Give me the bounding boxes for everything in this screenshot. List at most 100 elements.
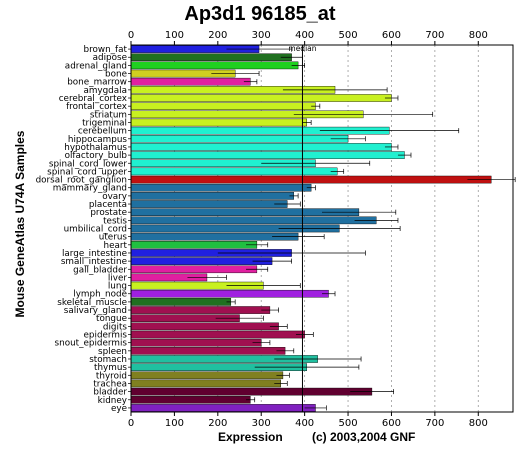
category-label: olfactory_bulb [65, 151, 128, 161]
bar [130, 183, 312, 192]
category-label: trigeminal [82, 118, 127, 128]
bar [130, 77, 251, 86]
bottom-tick-label: 100 [165, 418, 184, 429]
category-label: thyroid [96, 371, 127, 381]
category-label: bladder [93, 388, 127, 398]
category-label: snout_epidermis [55, 339, 128, 349]
bar [130, 289, 329, 298]
chart-title: Ap3d1 96185_at [184, 3, 336, 25]
category-label: bone_marrow [67, 78, 127, 88]
bar [130, 200, 288, 208]
bar [130, 167, 338, 176]
x-axis-label: Expression [218, 430, 283, 444]
top-tick-label: 400 [295, 30, 314, 41]
y-axis-label: Mouse GeneAtlas U74A Samples [13, 130, 27, 318]
bar [130, 395, 251, 404]
bar [130, 143, 392, 151]
bar [130, 330, 305, 339]
category-label: lung [108, 282, 127, 292]
top-tick-label: 100 [165, 30, 184, 41]
category-label: frontal_cortex [66, 102, 127, 112]
bottom-tick-label: 300 [252, 418, 271, 429]
copyright-note: (c) 2003,2004 GNF [312, 430, 416, 444]
bar [130, 241, 258, 249]
category-label: stomach [89, 355, 127, 365]
bar [130, 175, 492, 184]
median-line: median [288, 44, 317, 412]
category-label: brown_fat [84, 45, 128, 55]
category-label: gall_bladder [73, 265, 127, 275]
bar [130, 306, 271, 314]
category-label: bone [105, 70, 127, 80]
category-label: placenta [89, 200, 127, 210]
top-tick-label: 800 [469, 30, 488, 41]
axis-ticks: 0 0 100 100 200 200 300 300 400 400 500 500 600 600 70… [128, 30, 488, 429]
bar [130, 338, 262, 347]
category-label: digits [103, 322, 128, 332]
category-label: small_intestine [61, 257, 127, 267]
category-label: hypothalamus [64, 143, 127, 153]
bar [130, 53, 292, 62]
bar [130, 118, 308, 127]
bar [130, 387, 373, 396]
bar [130, 61, 299, 70]
category-label: uterus [99, 233, 128, 243]
category-label: striatum [90, 110, 127, 120]
bottom-tick-label: 0 [128, 418, 134, 429]
top-tick-label: 0 [128, 30, 134, 41]
category-label: heart [104, 241, 128, 251]
category-label: prostate [90, 208, 127, 218]
category-label: kidney [98, 396, 127, 406]
top-tick-label: 200 [208, 30, 227, 41]
category-label: ovary [102, 192, 127, 202]
category-label: cerebellum [78, 127, 127, 137]
category-label: lymph_node [73, 290, 127, 300]
bar [130, 216, 377, 225]
category-label: skeletal_muscle [57, 298, 127, 308]
bottom-tick-label: 600 [382, 418, 401, 429]
bar [130, 135, 349, 143]
bar [130, 257, 273, 265]
category-label: liver [108, 273, 128, 283]
category-label: spinal_cord_upper [47, 167, 127, 177]
bottom-tick-label: 200 [208, 418, 227, 429]
top-tick-label: 500 [338, 30, 357, 41]
median-label: median [288, 44, 316, 53]
bar [130, 102, 316, 110]
category-label: mammary_gland [53, 184, 127, 194]
bar [130, 379, 281, 388]
bottom-tick-label: 800 [469, 418, 488, 429]
category-label: salivary_gland [64, 306, 127, 316]
bar [130, 347, 286, 355]
category-label: dorsal_root_ganglion [36, 176, 127, 186]
bottom-tick-label: 700 [425, 418, 444, 429]
category-label: amygdala [83, 86, 127, 96]
category-label: hippocampus [68, 135, 128, 145]
category-label: cerebral_cortex [59, 94, 127, 104]
top-tick-label: 700 [425, 30, 444, 41]
bar [130, 265, 258, 274]
bar [130, 298, 232, 306]
error-bars [187, 46, 516, 411]
category-label: thymus [94, 363, 127, 373]
category-label: testis [103, 216, 127, 226]
top-tick-label: 600 [382, 30, 401, 41]
bar [130, 94, 392, 102]
bar [130, 404, 316, 412]
category-label: trachea [93, 379, 127, 389]
bar [130, 371, 284, 380]
category-label: adipose [93, 53, 127, 63]
category-label: tongue [96, 314, 127, 324]
bottom-tick-label: 400 [295, 418, 314, 429]
category-label: spinal_cord_lower [49, 159, 128, 169]
bar [130, 322, 279, 331]
top-tick-label: 300 [252, 30, 271, 41]
category-label: eye [111, 404, 127, 414]
bottom-tick-label: 500 [338, 418, 357, 429]
category-label: adrenal_gland [65, 61, 127, 71]
category-labels: brown_fatadiposeadrenal_glandbonebone_ma… [36, 45, 131, 414]
category-label: umbilical_cord [64, 225, 127, 235]
category-label: spleen [98, 347, 127, 357]
category-label: large_intestine [62, 249, 127, 259]
